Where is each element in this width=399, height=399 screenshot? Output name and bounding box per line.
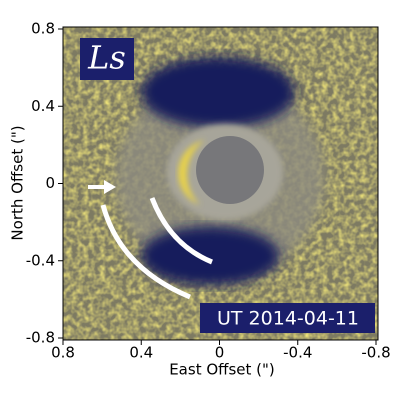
arrow-head xyxy=(104,180,116,194)
x-axis-label: East Offset (") xyxy=(169,361,275,379)
arc xyxy=(100,204,191,300)
x-tick-label: -0.8 xyxy=(361,344,390,362)
y-tick-label: -0.4 xyxy=(26,251,55,269)
label-box xyxy=(80,38,134,80)
y-tick-label: -0.8 xyxy=(26,329,55,347)
y-tick-label: 0 xyxy=(45,174,55,192)
x-tick-label: -0.4 xyxy=(283,344,312,362)
label-box xyxy=(200,303,375,333)
y-axis-label: North Offset (") xyxy=(9,125,27,240)
x-tick-label: 0.4 xyxy=(129,344,153,362)
x-tick-label: 0.8 xyxy=(51,344,75,362)
annotation: Ls xyxy=(87,39,126,77)
y-tick-label: 0.4 xyxy=(31,97,55,115)
arc xyxy=(149,197,213,265)
y-tick-label: 0.8 xyxy=(31,20,55,38)
x-tick-label: 0 xyxy=(215,344,225,362)
annotation: UT 2014-04-11 xyxy=(217,308,359,330)
